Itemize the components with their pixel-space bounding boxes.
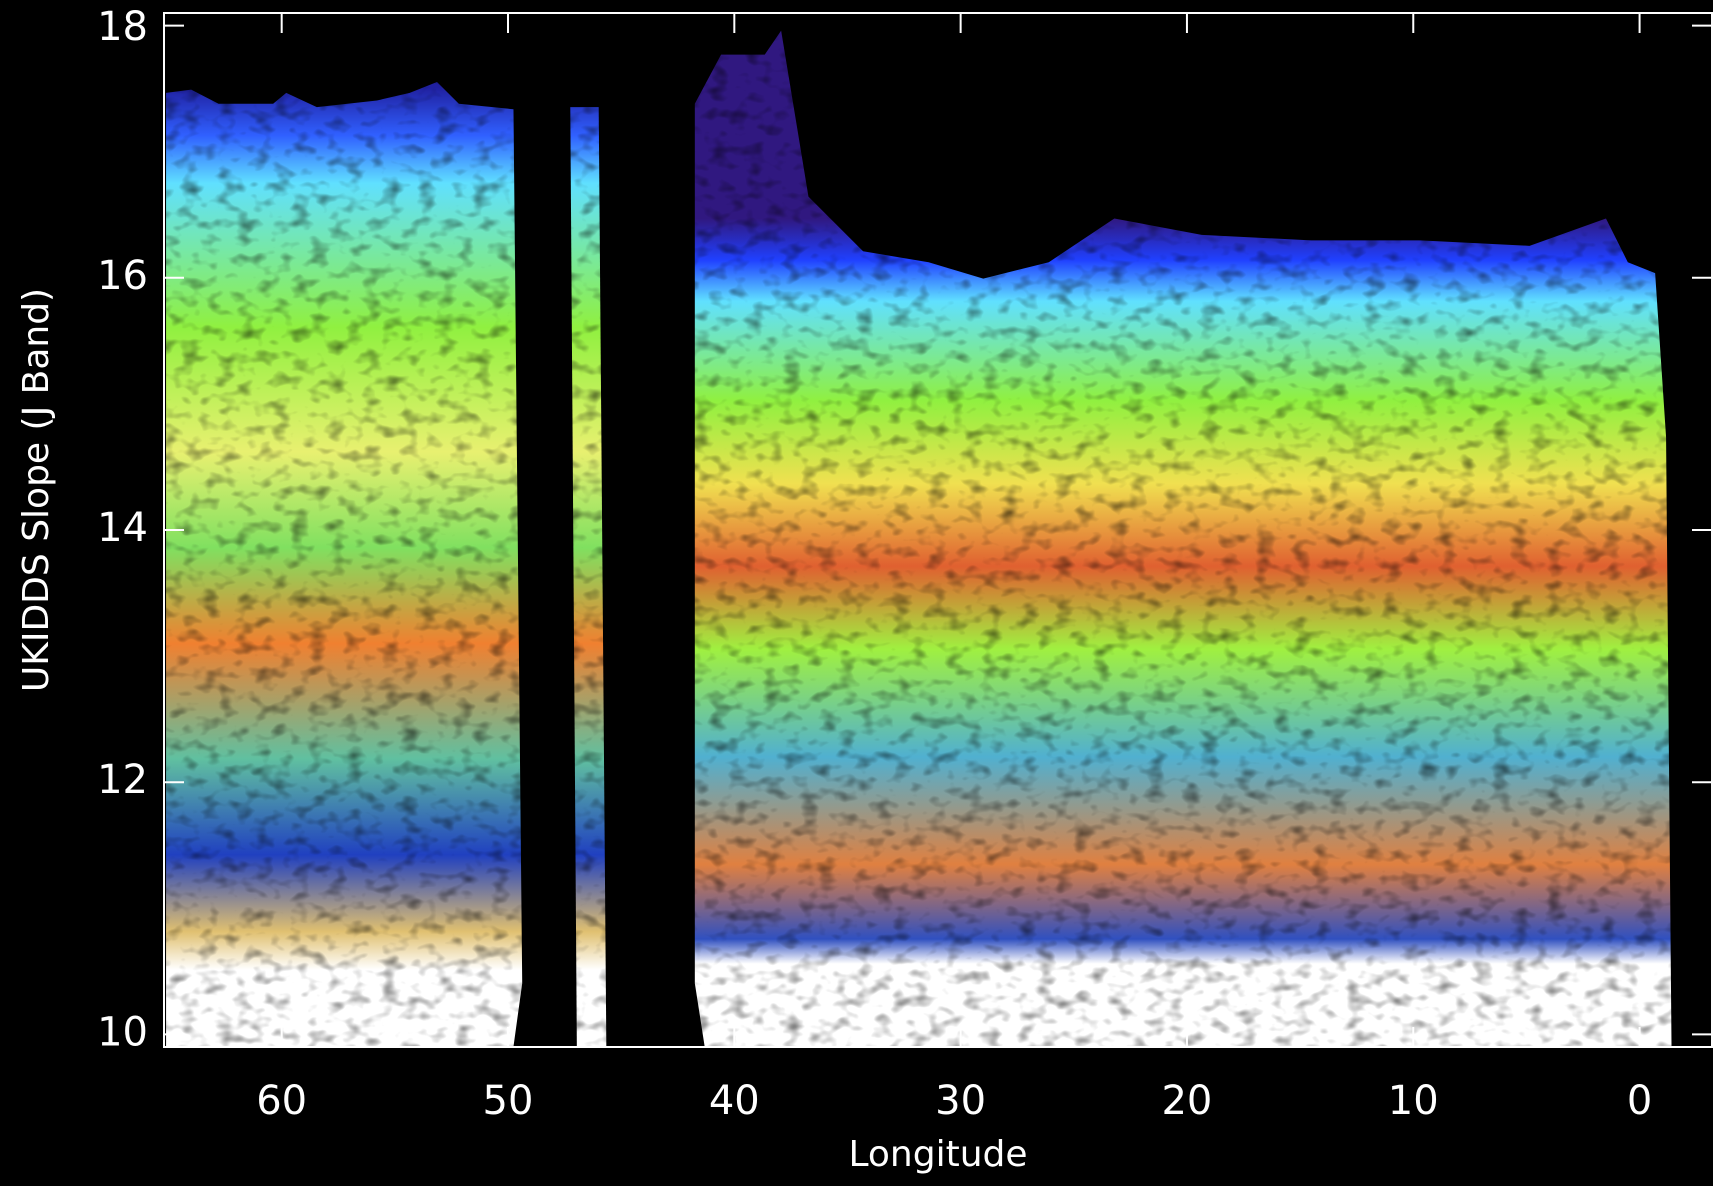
- x-tick-label: 20: [1161, 1078, 1212, 1124]
- x-tick-label: 0: [1627, 1078, 1652, 1124]
- y-tick-label: 12: [97, 757, 148, 803]
- y-tick-label: 18: [97, 4, 148, 50]
- x-tick-label: 10: [1388, 1078, 1439, 1124]
- x-tick-label: 40: [709, 1078, 760, 1124]
- x-tick-label: 30: [935, 1078, 986, 1124]
- y-tick-label: 10: [97, 1009, 148, 1055]
- y-tick-label: 16: [97, 253, 148, 299]
- y-tick-label: 14: [97, 505, 148, 551]
- x-tick-label: 50: [483, 1078, 534, 1124]
- heatmap-image: [163, 13, 1672, 1047]
- y-axis-title: UKIDDS Slope (J Band): [16, 288, 57, 692]
- x-axis-title: Longitude: [848, 1134, 1027, 1175]
- x-tick-label: 60: [256, 1078, 307, 1124]
